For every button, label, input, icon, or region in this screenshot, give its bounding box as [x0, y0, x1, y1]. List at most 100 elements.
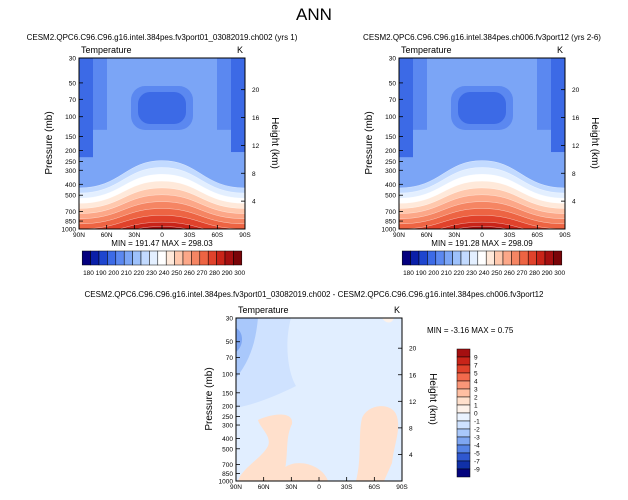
x-tick-label: 0 [160, 232, 164, 239]
contour-band [382, 318, 394, 323]
contour-band [537, 58, 551, 130]
y-tick-label: 70 [226, 355, 234, 362]
panel-1-stats: MIN = 191.47 MAX = 298.03 [111, 239, 213, 248]
height-tick-label: 16 [409, 372, 417, 379]
x-tick-label: 90N [393, 232, 405, 239]
colorbar-swatch [182, 250, 192, 266]
height-tick-label: 16 [252, 115, 260, 122]
colorbar-swatch [456, 420, 471, 430]
y-tick-label: 70 [389, 97, 397, 104]
colorbar-swatch [456, 460, 471, 470]
colorbar-swatch [460, 250, 470, 266]
colorbar-swatch [553, 250, 563, 266]
colorbar-tick-label: -3 [474, 435, 480, 442]
contour-band [93, 58, 107, 130]
panel-1-case-title: CESM2.QPC6.C96.C96.g16.intel.384pes.fv3p… [27, 33, 298, 42]
y-tick-label: 100 [222, 371, 233, 378]
height-tick-label: 4 [409, 452, 413, 459]
colorbar-tick-label: 270 [516, 270, 527, 277]
y-tick-label: 400 [65, 182, 76, 189]
colorbar-tick-label: 220 [133, 270, 144, 277]
y-tick-label: 150 [385, 134, 396, 141]
panel-2-contours [399, 58, 565, 229]
colorbar-swatch [98, 250, 108, 266]
colorbar-swatch [456, 428, 471, 438]
panel-1-plot-area [79, 58, 245, 229]
colorbar-swatch [115, 250, 125, 266]
y-tick-label: 50 [226, 339, 234, 346]
y-tick-label: 250 [222, 414, 233, 421]
colorbar-tick-label: 200 [428, 270, 439, 277]
panel-2-stats: MIN = 191.28 MAX = 298.09 [431, 239, 533, 248]
colorbar-swatch [456, 396, 471, 406]
y-tick-label: 100 [385, 114, 396, 121]
contour-band [231, 58, 245, 153]
colorbar-swatch [456, 452, 471, 462]
colorbar-tick-label: 190 [416, 270, 427, 277]
panel-3-ylabel: Pressure (mb) [204, 367, 215, 430]
y-tick-label: 200 [222, 404, 233, 411]
y-tick-label: 500 [65, 193, 76, 200]
x-tick-label: 90N [230, 484, 242, 491]
contour-band [236, 318, 258, 378]
panel-2-variable: Temperature [401, 45, 452, 55]
height-tick-label: 12 [572, 143, 580, 150]
y-tick-label: 30 [69, 56, 77, 63]
colorbar-swatch [216, 250, 226, 266]
colorbar-swatch [90, 250, 100, 266]
colorbar-swatch [456, 388, 471, 398]
contour-band [413, 58, 427, 130]
contour-band [79, 58, 93, 158]
colorbar-tick-label: 300 [234, 270, 245, 277]
colorbar-tick-label: 300 [554, 270, 565, 277]
colorbar-tick-label: 240 [159, 270, 170, 277]
colorbar-swatch [452, 250, 462, 266]
colorbar-swatch [224, 250, 234, 266]
panel-3: CESM2.QPC6.C96.C96.g16.intel.384pes.fv3p… [85, 290, 545, 491]
x-tick-label: 30S [184, 232, 196, 239]
panel-1-colorbar: 180 190 200 210 220 230 240 250 260 270 280 290 300 [81, 250, 246, 277]
contour-band [280, 463, 328, 481]
panel-2-height-ticks: 20 16 12 8 4 [561, 87, 580, 206]
colorbar-tick-label: 0 [474, 411, 478, 418]
y-tick-label: 700 [65, 209, 76, 216]
panel-3-plot-area [236, 318, 402, 481]
colorbar-tick-label: -1 [474, 419, 480, 426]
colorbar-swatch [536, 250, 546, 266]
contour-band [399, 58, 413, 158]
colorbar-tick-label: 3 [474, 387, 478, 394]
y-tick-label: 1000 [219, 479, 234, 486]
colorbar-tick-label: 230 [146, 270, 157, 277]
colorbar-tick-label: 210 [441, 270, 452, 277]
colorbar-tick-label: -9 [474, 467, 480, 474]
colorbar-tick-label: 260 [184, 270, 195, 277]
panel-2-case-title: CESM2.QPC6.C96.C96.g16.intel.384pes.ch00… [363, 33, 601, 42]
panel-1: CESM2.QPC6.C96.C96.g16.intel.384pes.fv3p… [27, 33, 298, 277]
y-tick-label: 400 [222, 436, 233, 443]
y-tick-label: 30 [389, 56, 397, 63]
panel-1-ylabel-right: Height (km) [269, 117, 280, 169]
y-tick-label: 300 [65, 168, 76, 175]
colorbar-swatch [469, 250, 479, 266]
colorbar-tick-label: 4 [474, 379, 478, 386]
colorbar-swatch [485, 250, 495, 266]
colorbar-tick-label: 180 [83, 270, 94, 277]
height-tick-label: 4 [572, 199, 576, 206]
colorbar-swatch [456, 404, 471, 414]
y-tick-label: 300 [222, 423, 233, 430]
panel-2-x-ticks: 90N 60N 30N 0 30S 60S 90S [393, 225, 571, 239]
x-tick-label: 60S [212, 232, 224, 239]
colorbar-tick-label: -7 [474, 459, 480, 466]
height-tick-label: 8 [572, 171, 576, 178]
colorbar-swatch [401, 250, 411, 266]
height-tick-label: 8 [409, 425, 413, 432]
colorbar-swatch [527, 250, 537, 266]
y-tick-label: 250 [385, 159, 396, 166]
y-tick-label: 850 [385, 219, 396, 226]
colorbar-swatch [233, 250, 243, 266]
y-tick-label: 850 [65, 219, 76, 226]
colorbar-swatch [511, 250, 521, 266]
colorbar-swatch [519, 250, 529, 266]
